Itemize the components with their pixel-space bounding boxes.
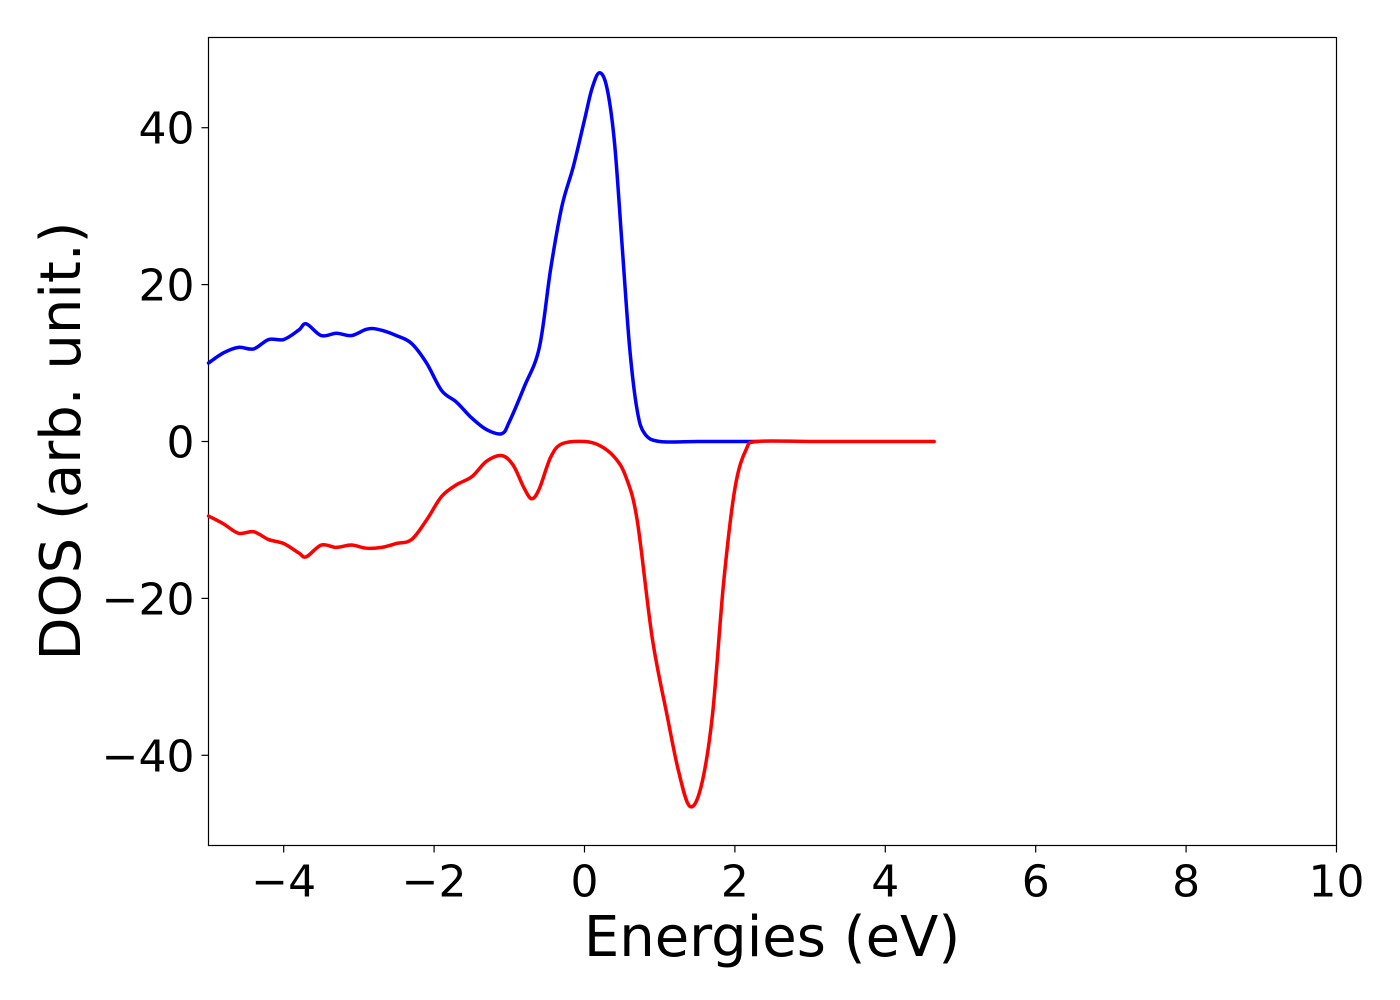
series-line-blue (206, 71, 760, 444)
x-tick-label: 6 (1022, 857, 1050, 908)
y-tick-label: 0 (167, 418, 195, 469)
y-tick-label: −20 (102, 574, 195, 625)
x-tick-label: 4 (871, 857, 899, 908)
x-tick-label: −4 (251, 857, 316, 908)
x-tick-label: 8 (1172, 857, 1200, 908)
y-tick-label: −40 (102, 731, 195, 782)
series-line-red (206, 439, 936, 809)
x-tick-label: 2 (721, 857, 749, 908)
x-axis-label: Energies (eV) (584, 905, 960, 970)
y-tick-label: 20 (139, 261, 195, 312)
y-axis: −40 −20 0 20 40 (102, 104, 209, 782)
y-tick-label: 40 (139, 104, 195, 155)
x-axis: −4 −2 0 2 4 6 8 10 (251, 845, 1365, 908)
series-layer (206, 71, 936, 809)
y-axis-label: DOS (arb. unit.) (29, 221, 94, 660)
x-tick-label: 0 (571, 857, 599, 908)
x-tick-label: 10 (1309, 857, 1365, 908)
x-tick-label: −2 (402, 857, 467, 908)
